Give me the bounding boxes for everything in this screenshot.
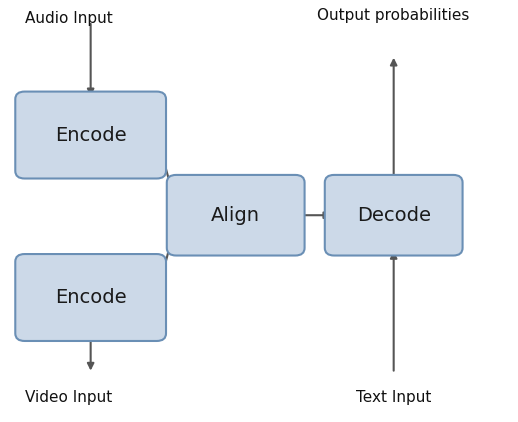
Text: Audio Input: Audio Input	[25, 11, 112, 26]
Text: Decode: Decode	[357, 206, 430, 225]
Text: Output probabilities: Output probabilities	[318, 8, 470, 24]
FancyBboxPatch shape	[15, 92, 166, 179]
Text: Encode: Encode	[55, 125, 126, 145]
FancyBboxPatch shape	[15, 254, 166, 341]
FancyBboxPatch shape	[325, 175, 463, 255]
Text: Align: Align	[211, 206, 260, 225]
Text: Text Input: Text Input	[356, 390, 431, 405]
Text: Encode: Encode	[55, 288, 126, 307]
FancyBboxPatch shape	[167, 175, 305, 255]
Text: Video Input: Video Input	[25, 390, 112, 405]
